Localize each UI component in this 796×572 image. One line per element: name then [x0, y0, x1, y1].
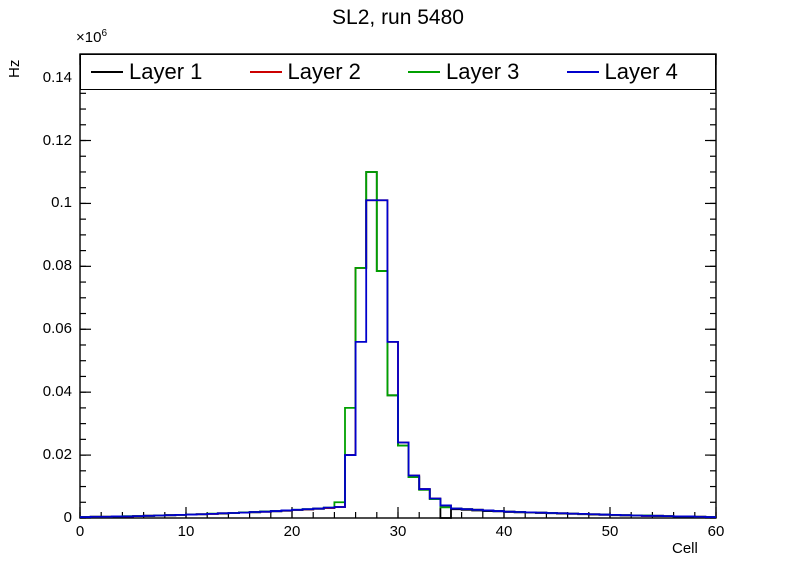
y-tick-label: 0.12 — [42, 131, 72, 149]
y-tick-label: 0.02 — [42, 446, 72, 464]
x-tick-label: 0 — [75, 523, 85, 540]
y-tick-label: 0.14 — [42, 68, 72, 86]
y-tick-label: 0.04 — [42, 383, 72, 401]
y-tick-label: 0.1 — [51, 194, 72, 212]
legend-label: Layer 1 — [129, 59, 203, 84]
plot-frame — [79, 53, 717, 519]
legend-entry-2[interactable]: Layer 2 — [240, 61, 399, 83]
legend-label: Layer 3 — [446, 59, 520, 84]
y-tick-label: 0.06 — [42, 320, 72, 338]
x-tick-label: 60 — [707, 523, 725, 540]
y-tick-label: 0 — [63, 509, 72, 526]
x-tick-label: 30 — [389, 523, 407, 540]
legend-entry-4[interactable]: Layer 4 — [557, 61, 716, 83]
y-axis-exponent-value: 6 — [101, 28, 108, 39]
legend-entry-1[interactable]: Layer 1 — [81, 61, 240, 83]
x-axis-label: Cell — [672, 540, 698, 557]
histogram-series-4 — [80, 199, 716, 518]
legend-entry-3[interactable]: Layer 3 — [398, 61, 557, 83]
legend-label: Layer 2 — [287, 59, 361, 84]
axis-ticks — [79, 54, 717, 519]
y-axis-exponent-prefix: ×10 — [76, 29, 102, 46]
x-tick-label: 50 — [601, 523, 619, 540]
legend-line-icon — [91, 71, 123, 73]
legend: Layer 1 Layer 2 Layer 3 Layer 4 — [80, 54, 716, 90]
y-axis-exponent: ×106 — [76, 28, 107, 46]
y-tick-label: 0.08 — [42, 257, 72, 275]
x-tick-label: 20 — [283, 523, 301, 540]
legend-label: Layer 4 — [604, 59, 678, 84]
legend-line-icon — [408, 71, 440, 73]
x-tick-label: 10 — [177, 523, 195, 540]
legend-line-icon — [566, 71, 599, 73]
histogram-series-group — [80, 171, 716, 519]
page-title: SL2, run 5480 — [332, 6, 464, 29]
x-tick-label: 40 — [495, 523, 513, 540]
legend-line-icon — [249, 71, 282, 73]
